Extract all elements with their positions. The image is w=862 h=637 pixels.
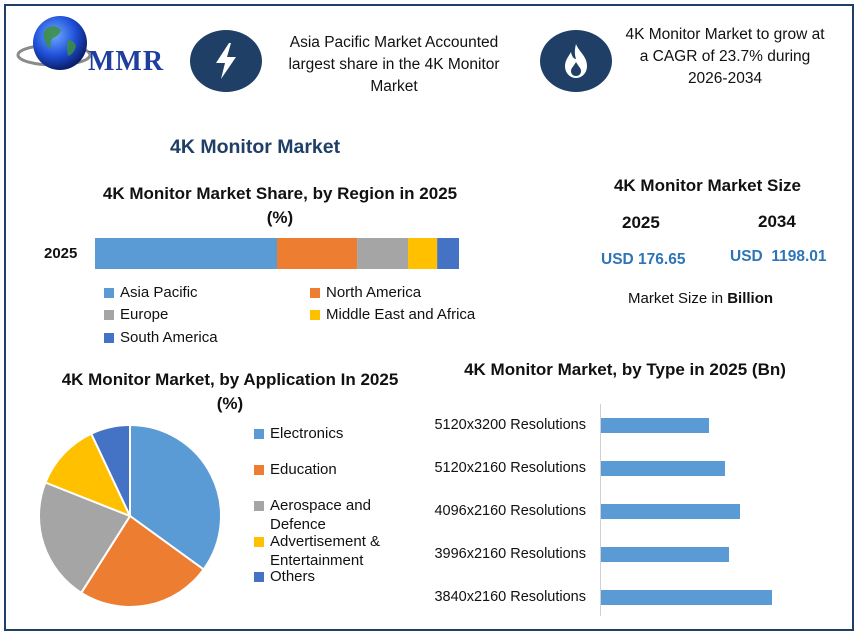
application-pie-chart bbox=[38, 423, 222, 608]
type-category-label: 5120x2160 Resolutions bbox=[434, 460, 586, 476]
market-size-title: 4K Monitor Market Size bbox=[613, 176, 802, 195]
legend-swatch bbox=[254, 537, 264, 547]
legend-label: Middle East and Africa bbox=[326, 306, 476, 323]
type-bar bbox=[601, 547, 729, 562]
highlight-asia-pacific: Asia Pacific Market Accounted largest sh… bbox=[288, 34, 500, 95]
region-legend-item: South America bbox=[104, 329, 218, 346]
legend-swatch bbox=[104, 309, 114, 320]
market-size-value-2025: USD 176.65 bbox=[601, 251, 686, 268]
region-bar-segment-europe bbox=[357, 238, 409, 269]
type-category-label: 5120x3200 Resolutions bbox=[434, 417, 586, 433]
pie-slice-others bbox=[89, 423, 131, 517]
region-bar-segment-south-america bbox=[437, 238, 459, 269]
type-axis-line bbox=[600, 404, 601, 616]
legend-swatch bbox=[104, 332, 114, 343]
legend-label: Education bbox=[270, 461, 337, 478]
region-legend-item: Middle East and Africa bbox=[310, 306, 475, 323]
type-category-label: 4096x2160 Resolutions bbox=[434, 503, 586, 519]
type-chart-title: 4K Monitor Market, by Type in 2025 (Bn) bbox=[464, 360, 786, 379]
region-bar-segment-asia-pacific bbox=[95, 238, 277, 269]
legend-label: Aerospace and Defence bbox=[270, 497, 371, 533]
market-size-year-2025: 2025 bbox=[622, 213, 660, 232]
pie-slice-aerospace-and-defence bbox=[38, 481, 132, 595]
legend-swatch bbox=[104, 287, 114, 298]
legend-swatch bbox=[254, 501, 264, 511]
region-bar-segment-middle-east-and-africa bbox=[408, 238, 438, 269]
type-category-label: 3840x2160 Resolutions bbox=[434, 589, 586, 605]
application-legend-item: Others bbox=[254, 567, 394, 586]
application-chart-title: 4K Monitor Market, by Application In 202… bbox=[61, 370, 399, 413]
legend-label: Asia Pacific bbox=[120, 284, 198, 301]
market-size-value-2034: USD 1198.01 bbox=[730, 248, 827, 265]
region-legend-item: North America bbox=[310, 284, 421, 301]
type-bar bbox=[601, 504, 740, 519]
region-stacked-bar-chart bbox=[95, 238, 459, 269]
flame-icon bbox=[540, 30, 612, 92]
lightning-bolt-icon bbox=[190, 30, 262, 92]
legend-label: Advertisement & Entertainment bbox=[270, 533, 381, 569]
application-legend-item: Aerospace and Defence bbox=[254, 496, 394, 534]
application-legend-item: Electronics bbox=[254, 424, 394, 443]
market-size-unit: Market Size in Billion bbox=[628, 290, 773, 307]
highlight-cagr: 4K Monitor Market to grow at a CAGR of 2… bbox=[625, 26, 825, 87]
region-bar-segment-north-america bbox=[277, 238, 358, 269]
pie-slice-advertisement-entertainment bbox=[44, 432, 132, 518]
legend-swatch bbox=[310, 309, 320, 320]
market-size-unit-prefix: Market Size in bbox=[628, 290, 728, 307]
legend-label: Electronics bbox=[270, 425, 344, 442]
legend-swatch bbox=[310, 287, 320, 298]
infographic-frame bbox=[4, 4, 854, 631]
legend-swatch bbox=[254, 572, 264, 582]
pie-slice-electronics bbox=[129, 423, 222, 571]
type-bar bbox=[601, 590, 772, 605]
region-chart-title: 4K Monitor Market Share, by Region in 20… bbox=[102, 184, 458, 227]
logo-text: MMR bbox=[88, 46, 165, 77]
legend-label: Europe bbox=[120, 306, 169, 323]
region-legend-item: Asia Pacific bbox=[104, 284, 198, 301]
region-category-label: 2025 bbox=[44, 245, 78, 262]
page-title: 4K Monitor Market bbox=[170, 136, 341, 158]
region-legend-item: Europe bbox=[104, 306, 168, 323]
legend-label: South America bbox=[120, 329, 218, 346]
legend-swatch bbox=[254, 429, 264, 439]
market-size-year-2034: 2034 bbox=[758, 212, 796, 231]
legend-label: North America bbox=[326, 284, 422, 301]
pie-slice-education bbox=[79, 514, 206, 608]
type-bar bbox=[601, 418, 709, 433]
globe-icon bbox=[16, 16, 92, 70]
application-legend-item: Advertisement & Entertainment bbox=[254, 532, 394, 570]
mmr-logo: MMR bbox=[12, 10, 182, 80]
application-legend-item: Education bbox=[254, 460, 394, 479]
type-category-label: 3996x2160 Resolutions bbox=[434, 546, 586, 562]
legend-swatch bbox=[254, 465, 264, 475]
type-bar bbox=[601, 461, 725, 476]
market-size-unit-bold: Billion bbox=[727, 290, 774, 307]
legend-label: Others bbox=[270, 568, 316, 585]
